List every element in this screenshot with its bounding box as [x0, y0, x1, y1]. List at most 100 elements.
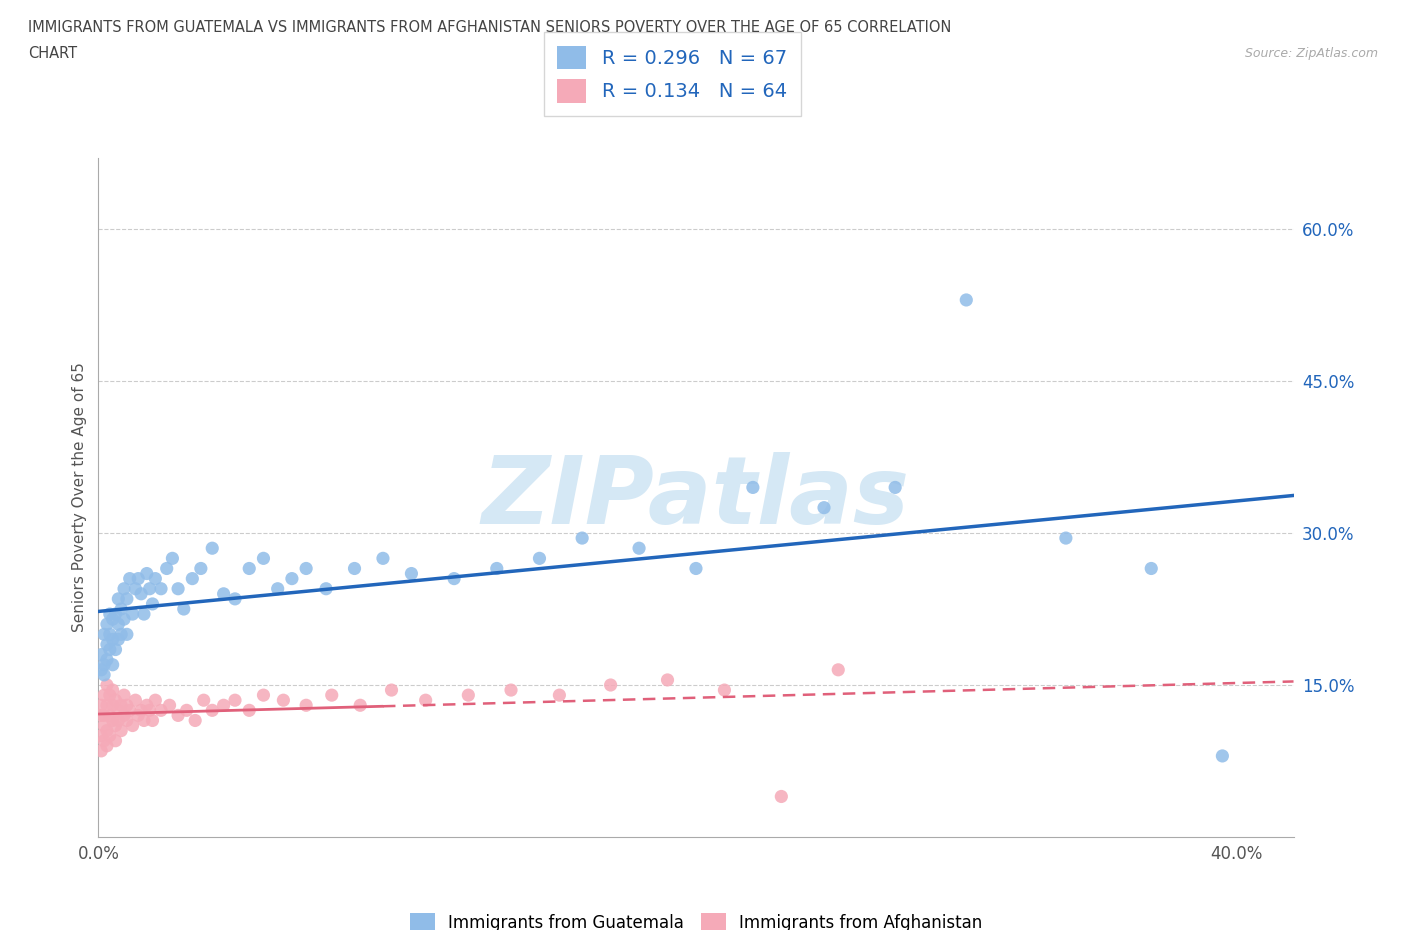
Point [118, 703, 141, 718]
Point [401, 566, 423, 581]
Point [827, 662, 849, 677]
Text: ZIPatlas: ZIPatlas [482, 452, 910, 543]
Point [267, 581, 290, 596]
Point [93, 658, 115, 672]
Point [101, 683, 124, 698]
Point [529, 551, 551, 565]
Point [224, 693, 246, 708]
Legend: Immigrants from Guatemala, Immigrants from Afghanistan: Immigrants from Guatemala, Immigrants fr… [404, 907, 988, 930]
Point [98, 687, 121, 702]
Point [201, 703, 224, 718]
Point [124, 581, 146, 596]
Point [98, 606, 121, 621]
Point [104, 733, 127, 748]
Point [201, 540, 224, 555]
Point [162, 551, 184, 565]
Point [115, 698, 138, 712]
Point [380, 683, 402, 698]
Point [485, 561, 508, 576]
Point [93, 733, 115, 748]
Point [132, 606, 155, 621]
Point [273, 693, 295, 708]
Point [96, 652, 118, 667]
Point [96, 724, 118, 738]
Point [98, 627, 121, 642]
Point [90, 662, 112, 677]
Point [1211, 749, 1233, 764]
Point [143, 571, 166, 586]
Point [112, 708, 135, 723]
Point [101, 632, 124, 647]
Point [90, 698, 112, 712]
Point [112, 581, 135, 596]
Point [685, 561, 707, 576]
Point [224, 591, 246, 606]
Point [98, 642, 121, 657]
Point [129, 703, 152, 718]
Point [150, 581, 173, 596]
Point [135, 698, 157, 712]
Point [93, 668, 115, 683]
Point [143, 693, 166, 708]
Point [90, 708, 112, 723]
Point [349, 698, 371, 712]
Point [90, 647, 112, 662]
Point [295, 698, 318, 712]
Point [107, 713, 129, 728]
Point [96, 617, 118, 631]
Point [238, 703, 260, 718]
Point [571, 531, 593, 546]
Point [115, 713, 138, 728]
Point [93, 718, 115, 733]
Point [107, 617, 129, 631]
Point [110, 724, 132, 738]
Point [90, 743, 112, 758]
Point [741, 480, 763, 495]
Point [315, 581, 337, 596]
Point [101, 612, 124, 627]
Point [599, 678, 621, 693]
Point [371, 551, 394, 565]
Point [129, 587, 152, 602]
Point [93, 627, 115, 642]
Point [955, 293, 977, 308]
Point [96, 698, 118, 712]
Point [110, 602, 132, 617]
Point [112, 612, 135, 627]
Point [115, 627, 138, 642]
Point [138, 581, 160, 596]
Point [884, 480, 907, 495]
Point [321, 687, 343, 702]
Y-axis label: Seniors Poverty Over the Age of 65: Seniors Poverty Over the Age of 65 [72, 363, 87, 632]
Point [138, 703, 160, 718]
Point [101, 698, 124, 712]
Point [150, 703, 173, 718]
Point [813, 500, 835, 515]
Point [90, 728, 112, 743]
Point [124, 693, 146, 708]
Point [96, 678, 118, 693]
Point [499, 683, 522, 698]
Point [141, 596, 163, 611]
Point [457, 687, 479, 702]
Point [212, 698, 235, 712]
Point [104, 642, 127, 657]
Point [135, 566, 157, 581]
Point [101, 658, 124, 672]
Point [167, 581, 190, 596]
Point [112, 687, 135, 702]
Point [252, 687, 274, 702]
Point [101, 713, 124, 728]
Point [657, 672, 679, 687]
Point [190, 561, 212, 576]
Point [770, 789, 793, 804]
Point [104, 718, 127, 733]
Point [110, 627, 132, 642]
Point [127, 708, 149, 723]
Point [176, 703, 198, 718]
Point [104, 606, 127, 621]
Point [93, 708, 115, 723]
Point [443, 571, 465, 586]
Point [167, 708, 190, 723]
Text: CHART: CHART [28, 46, 77, 61]
